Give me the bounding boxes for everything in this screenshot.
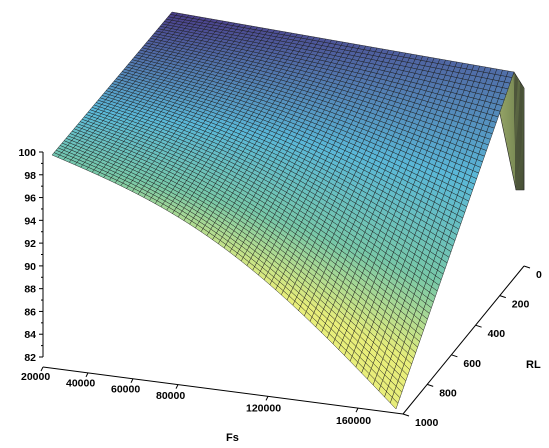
z-tick-label: 84 <box>24 329 36 341</box>
z-tick-label: 100 <box>18 147 36 159</box>
surface-end-wall-mesh <box>513 71 525 191</box>
x-tick-label: 160000 <box>336 415 371 427</box>
x-axis-line <box>42 366 404 415</box>
y-tick-label: 600 <box>463 358 481 370</box>
z-tick-label: 86 <box>24 306 36 318</box>
y-tick-mark <box>427 383 434 387</box>
z-tick-label: 96 <box>24 193 36 205</box>
wall-mesh-line <box>518 79 521 191</box>
x-tick-label: 60000 <box>111 384 140 396</box>
x-axis-title: Fs <box>226 432 239 444</box>
x-tick-label: 40000 <box>66 377 95 389</box>
z-tick-label: 88 <box>24 284 36 296</box>
wall-mesh-line <box>517 77 520 191</box>
y-tick-mark <box>499 295 506 299</box>
x-tick-label: 80000 <box>156 390 185 402</box>
z-tick-label: 82 <box>24 352 36 364</box>
wall-mesh-line <box>520 81 522 191</box>
y-tick-label: 200 <box>512 299 530 311</box>
z-tick-label: 92 <box>24 238 36 250</box>
y-tick-label: 400 <box>488 328 506 340</box>
x-tick-mark <box>175 384 179 389</box>
wall-mesh-line <box>521 83 523 191</box>
z-axis-ticks: 82 84 86 88 90 92 94 96 98 100 <box>18 147 43 364</box>
y-tick-label: 0 <box>536 269 542 281</box>
wall-mesh-line <box>515 73 518 191</box>
wall-mesh-line <box>516 75 519 191</box>
x-tick-label: 120000 <box>246 402 281 414</box>
y-tick-label: 800 <box>439 387 457 399</box>
y-axis-title: RL <box>526 359 541 371</box>
x-axis-ticks: 20000 40000 60000 80000 120000 160000 <box>21 366 371 427</box>
x-tick-mark <box>355 407 359 413</box>
y-tick-mark <box>402 413 410 417</box>
z-tick-label: 90 <box>24 261 36 273</box>
y-tick-mark <box>523 265 531 269</box>
y-tick-label: 1000 <box>415 417 439 429</box>
y-tick-mark <box>451 354 458 358</box>
surface-mesh <box>51 11 515 410</box>
x-tick-label: 20000 <box>21 371 50 383</box>
z-tick-label: 94 <box>24 215 36 227</box>
x-tick-mark <box>265 396 269 401</box>
z-tick-label: 98 <box>24 170 36 182</box>
y-tick-mark <box>475 324 482 328</box>
x-tick-mark <box>130 378 134 383</box>
wall-mesh-line <box>513 71 517 191</box>
